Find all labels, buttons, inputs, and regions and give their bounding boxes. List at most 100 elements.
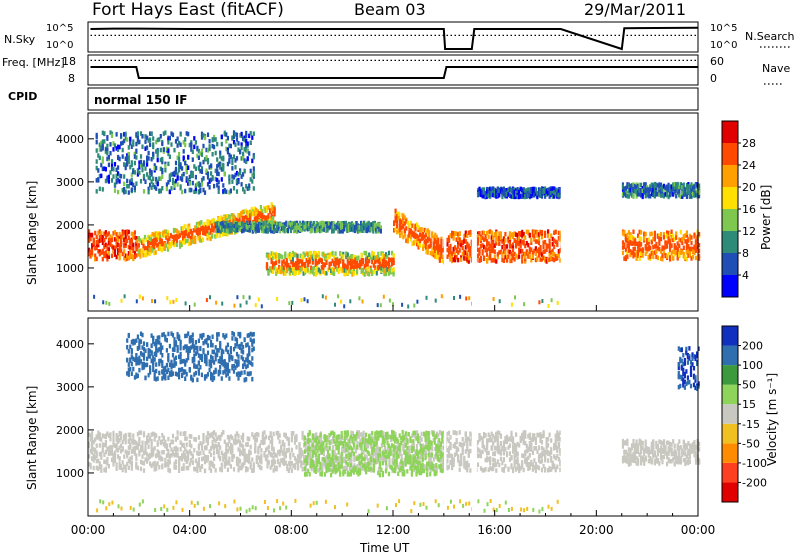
power-cell (375, 223, 378, 228)
power-cell (534, 257, 537, 263)
power-cell (670, 236, 673, 241)
power-cell (271, 225, 274, 231)
power-cell (166, 247, 169, 252)
power-cell (438, 244, 441, 249)
power-cell (698, 183, 701, 188)
power-cell (168, 154, 171, 159)
power-cell (198, 238, 201, 243)
power-cell (537, 232, 541, 237)
power-cell (180, 230, 183, 236)
power-cell (447, 235, 451, 240)
power-cell (342, 268, 345, 273)
power-cell (650, 188, 653, 193)
power-cell (237, 141, 240, 146)
power-cell (118, 250, 121, 256)
power-cell (366, 270, 369, 276)
power-cell (212, 228, 215, 233)
power-cell (136, 134, 139, 140)
velocity-cell (109, 436, 112, 442)
velocity-cell (158, 453, 161, 458)
power-cell (251, 173, 254, 178)
power-cell (238, 217, 241, 222)
power-cell (527, 230, 530, 236)
velocity-cell (132, 438, 135, 443)
power-cell (232, 175, 236, 180)
power-cell (245, 184, 248, 189)
velocity-cell (226, 467, 229, 472)
power-cell (467, 255, 470, 261)
power-cell (633, 183, 637, 189)
power-cell (690, 184, 693, 190)
power-cell (688, 233, 691, 239)
power-cell (197, 183, 200, 188)
power-cell (197, 221, 200, 227)
power-cell (307, 262, 310, 268)
power-cell (518, 241, 521, 247)
velocity-cell (133, 445, 136, 451)
power-cell (132, 255, 135, 260)
power-cell (213, 137, 216, 142)
power-cell (140, 240, 144, 245)
power-cell (331, 225, 334, 230)
velocity-cell (141, 440, 144, 445)
power-cell (449, 250, 452, 256)
power-cell (240, 131, 243, 137)
power-cell (185, 131, 188, 136)
power-cell (374, 259, 377, 264)
velocity-cell (211, 444, 214, 449)
power-cell (658, 247, 661, 252)
power-cell (150, 131, 153, 136)
power-cell (676, 184, 679, 190)
power-cell (265, 216, 269, 221)
power-cell (104, 253, 107, 259)
power-cell (225, 189, 228, 194)
power-cell (492, 192, 495, 198)
power-cell (221, 216, 224, 222)
power-cell (136, 172, 139, 177)
power-cell (501, 244, 504, 250)
power-cell (434, 298, 437, 303)
power-cell (453, 296, 455, 300)
power-cell (364, 227, 367, 233)
power-cell (149, 142, 152, 147)
velocity-cell (89, 448, 92, 454)
power-cell (355, 256, 359, 261)
power-cell (340, 267, 343, 272)
power-cell (661, 246, 664, 252)
power-cell (698, 231, 701, 237)
power-cell (667, 239, 670, 244)
velocity-cell (252, 464, 255, 470)
power-cell (366, 226, 369, 231)
power-cell (124, 229, 127, 235)
power-cell (418, 238, 422, 244)
power-cell (106, 151, 109, 156)
power-cell (220, 163, 223, 168)
power-cell (530, 247, 533, 252)
power-cell (112, 166, 115, 172)
power-cell (556, 188, 559, 194)
power-cell (525, 251, 528, 256)
power-cell (135, 181, 138, 186)
power-cell (265, 207, 269, 213)
power-cell (340, 299, 343, 304)
power-cell (516, 187, 519, 192)
power-cell (504, 246, 507, 251)
velocity-cell (193, 466, 196, 472)
power-cell (187, 181, 190, 186)
power-cell (194, 189, 197, 194)
velocity-cell (149, 461, 152, 466)
velocity-cell (252, 462, 255, 467)
velocity-cell (156, 442, 159, 447)
power-cell (275, 260, 278, 265)
power-cell (553, 193, 556, 199)
power-cell (221, 220, 224, 226)
power-cell (434, 248, 437, 253)
power-cell (309, 222, 312, 227)
velocity-cell (138, 436, 141, 442)
power-cell (331, 270, 334, 276)
power-cell (153, 241, 156, 246)
power-cell (316, 265, 319, 271)
power-cell (123, 174, 126, 179)
power-cell (682, 186, 685, 192)
power-cell (256, 209, 259, 214)
